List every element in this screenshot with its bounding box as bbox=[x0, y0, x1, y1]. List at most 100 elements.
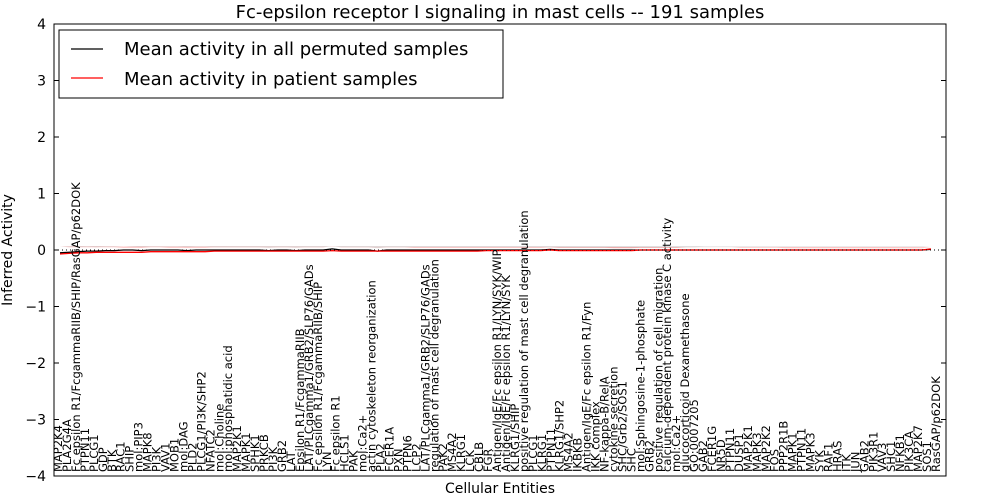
entity-label: PLA2 bbox=[374, 443, 388, 472]
entity-label: GAB2 bbox=[696, 440, 710, 472]
entity-label: glucocorticoid Dexamethasone bbox=[678, 293, 692, 472]
entity-label: NF-kappa-B/RelA bbox=[598, 376, 612, 472]
patient-band bbox=[60, 246, 931, 249]
entity-label: RAC1 bbox=[114, 441, 128, 472]
entity-label: PTPN11 bbox=[795, 428, 809, 472]
entity-label: LAT bbox=[284, 450, 298, 472]
entity-label: PPP2R1B bbox=[777, 421, 791, 472]
entity-label: BTK bbox=[105, 449, 119, 472]
entity-label: RAF1 bbox=[822, 443, 836, 472]
entity-label: DUSP1 bbox=[732, 433, 746, 472]
entity-label: NFKB1 bbox=[893, 434, 907, 472]
y-tick-label: 0 bbox=[37, 243, 46, 259]
chart-title: Fc-epsilon receptor I signaling in mast … bbox=[236, 2, 765, 23]
entity-label: mol:Ca2+ bbox=[669, 415, 683, 472]
entity-label: JUN bbox=[848, 452, 862, 473]
entity-label: PLCG1 bbox=[87, 434, 101, 472]
entity-label: FGR bbox=[481, 448, 495, 472]
entity-label: regulation of mast cell degranulation bbox=[427, 259, 441, 472]
entity-label: PTPN11 bbox=[544, 428, 558, 472]
entity-label: HRAS bbox=[830, 441, 844, 472]
entity-label: MAPK8 bbox=[141, 432, 155, 472]
entity-label: MAPK3 bbox=[750, 432, 764, 472]
entity-label: MAPK3 bbox=[804, 432, 818, 472]
entity-label: GO:0007205 bbox=[687, 399, 701, 472]
entity-label: Antigen/IgE/Fc epsilon R1/LYN/SYK bbox=[499, 275, 513, 472]
y-tick-label: 3 bbox=[37, 74, 46, 90]
x-axis-label: Cellular Entities bbox=[445, 481, 555, 497]
y-axis-label: Inferred Activity bbox=[0, 194, 16, 306]
entity-label: MS4A2 bbox=[445, 432, 459, 472]
entity-label: Fc epsilon R1/FcgammaRIIB/SHIP/RasGAP/p6… bbox=[69, 182, 83, 472]
entity-label: ITK bbox=[839, 454, 853, 472]
entity-label: PLCG1/PI3K/SHP2 bbox=[194, 371, 208, 472]
entity-label: MS4A2 bbox=[562, 432, 576, 472]
y-tick-label: −2 bbox=[25, 356, 46, 372]
entity-label: NR5D bbox=[714, 439, 728, 472]
entity-label: PLA2G4A bbox=[60, 419, 74, 472]
entity-label: PLD2 bbox=[185, 442, 199, 472]
entity-label: PTPN6 bbox=[400, 435, 414, 472]
entity-label: positive regulation of mast cell degranu… bbox=[517, 210, 531, 472]
entity-label: Antigen/IgE/Fc epsilon R1/LYN/SYK/WIP bbox=[490, 249, 504, 472]
entity-label: PIK3R1 bbox=[866, 432, 880, 473]
entity-label: RasGAP/p62DOK bbox=[929, 376, 943, 472]
entity-label: PI3K bbox=[150, 446, 164, 472]
entity-label: mol:DAG bbox=[176, 421, 190, 472]
entity-label: FCER1A bbox=[383, 427, 397, 472]
entity-label: MAP2K7 bbox=[911, 425, 925, 472]
entity-label: KLRG1/SHP2 bbox=[553, 400, 567, 472]
entity-label: LCK bbox=[463, 450, 477, 472]
entity-label: PXN bbox=[391, 449, 405, 472]
entity-label: MAPK1 bbox=[239, 432, 253, 472]
entity-label: HCLS1 bbox=[338, 434, 352, 472]
entity-label: GAB2 bbox=[857, 440, 871, 472]
entity-label: KLRG1 bbox=[535, 434, 549, 472]
entity-label: PAK bbox=[347, 450, 361, 472]
entity-label: LAT/PLCgamma1/GRB2/SLP76/GADs bbox=[302, 264, 316, 472]
y-tick-label: 2 bbox=[37, 130, 46, 146]
entity-label: cytokine secretion bbox=[607, 366, 621, 472]
entity-label: GRB2 bbox=[275, 440, 289, 472]
entity-label: mol:Ca2+ bbox=[356, 415, 370, 472]
entity-label: PAK2 bbox=[436, 443, 450, 472]
legend-permuted-label: Mean activity in all permuted samples bbox=[124, 39, 468, 60]
entity-label: calcium-dependent protein kinase C activ… bbox=[660, 218, 674, 472]
entity-label: Fc epsilon R1/FcgammaRIIB/SHIP bbox=[311, 282, 325, 472]
entity-label: mol:phosphatidic acid bbox=[221, 345, 235, 472]
entity-label: FCER1G bbox=[705, 426, 719, 472]
entity-label: Antigen/IgE/Fc epsilon R1/Fyn bbox=[580, 302, 594, 472]
entity-label: KLRG1/SHIP bbox=[508, 404, 522, 472]
entity-label: PLCG1 bbox=[526, 434, 540, 472]
legend: Mean activity in all permuted samples Me… bbox=[58, 29, 504, 99]
entity-label: PIK3CA bbox=[902, 431, 916, 472]
entity-label: KLRG1 bbox=[454, 434, 468, 472]
entity-label: VAV1 bbox=[159, 443, 173, 472]
y-tick-label: 1 bbox=[37, 187, 46, 203]
entity-label: MAP2K1 bbox=[741, 425, 755, 472]
legend-patient-label: Mean activity in patient samples bbox=[124, 69, 418, 90]
entity-label: MAP2K2 bbox=[759, 425, 773, 472]
entity-label: SHC1 bbox=[884, 441, 898, 472]
entity-label: MAP2K1 bbox=[230, 425, 244, 472]
entity-label: FOS bbox=[768, 449, 782, 472]
entity-label: LAT/PLCgamma1/GRB2/SLP76/GADs bbox=[418, 264, 432, 472]
entity-label: SOS1 bbox=[920, 441, 934, 472]
entity-label: PTPN11 bbox=[723, 428, 737, 472]
entity-label: SHC/Grb2/SOS1 bbox=[615, 381, 629, 472]
entity-label: SHIP bbox=[123, 446, 137, 472]
entity-label: actin cytoskeleton reorganization bbox=[365, 280, 379, 472]
entity-label: SPHK1 bbox=[248, 434, 262, 472]
entity-label: MAPK1 bbox=[786, 432, 800, 472]
entity-label: NFATC2 bbox=[203, 429, 217, 472]
entity-label: mol:Sphingosine-1-phosphate bbox=[633, 300, 647, 472]
y-tick-label: 4 bbox=[37, 17, 46, 33]
entity-label: PI3K bbox=[266, 446, 280, 472]
y-tick-label: −1 bbox=[25, 300, 46, 316]
entity-label: Epsilon R1/FcgammaRIIB bbox=[293, 328, 307, 472]
entity-label: MOB1 bbox=[168, 438, 182, 472]
entity-label: SYK bbox=[813, 450, 827, 472]
entity-label: IKK complex bbox=[589, 401, 603, 472]
y-tick-label: −3 bbox=[25, 413, 46, 429]
